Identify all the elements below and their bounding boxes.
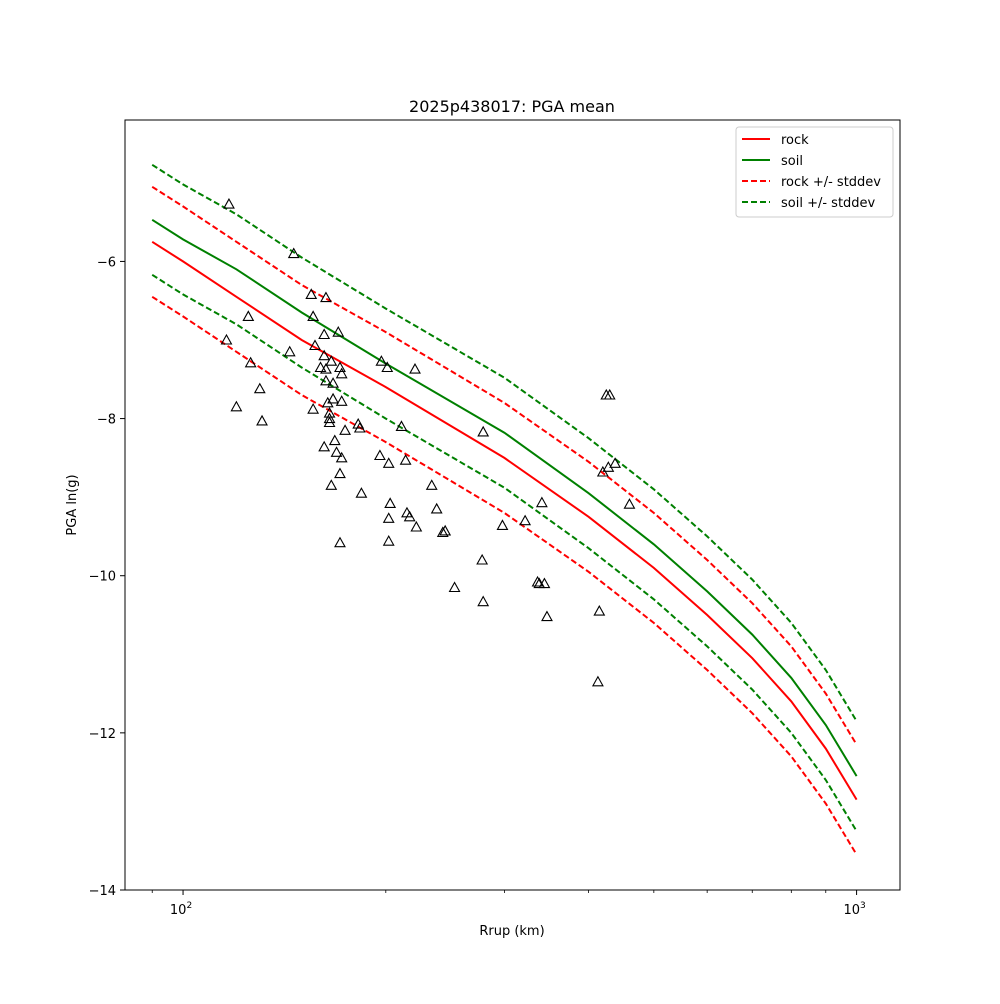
observation-point [253, 382, 266, 394]
observation-point [325, 479, 338, 490]
curve-rock [151, 240, 858, 801]
legend: rock soil rock +/- stddev soil +/- stddev [735, 126, 894, 218]
y-tick-label: −6 [97, 255, 116, 270]
observation-point [477, 595, 490, 607]
observation-point [395, 420, 408, 431]
observation-point [330, 446, 343, 457]
observation-point [353, 421, 366, 433]
observation-point [339, 424, 352, 435]
observation-point [318, 440, 331, 452]
observation-point [384, 497, 397, 508]
y-tick-label: −10 [89, 570, 116, 585]
observation-point [382, 457, 395, 468]
observation-point [538, 577, 551, 589]
legend-label: rock +/- stddev [781, 175, 881, 190]
observation-point [355, 487, 368, 498]
observation-point [541, 610, 553, 622]
observation-point [334, 467, 346, 479]
observation-point [335, 367, 348, 379]
observation-point [307, 310, 320, 321]
observation-point [496, 519, 509, 530]
observation-point [603, 388, 616, 400]
observation-point [609, 457, 622, 468]
observation-point [600, 388, 613, 400]
legend-label: soil +/- stddev [781, 196, 876, 211]
observation-point [436, 526, 449, 538]
observation-point [382, 535, 395, 546]
observation-point [382, 512, 395, 523]
observation-point [399, 454, 412, 465]
axes: −14 −12 −10 −8 −6 102 103 [89, 255, 866, 918]
observation-point [328, 434, 341, 446]
curve-rock-stddev [151, 295, 858, 856]
plot-frame [124, 119, 901, 891]
curve-soil [151, 218, 858, 777]
observation-point [305, 288, 318, 299]
observation-point [335, 451, 348, 463]
observation-point [448, 581, 461, 593]
observation-point [403, 510, 416, 522]
observation-point [323, 416, 336, 428]
curve-rock-stddev [151, 185, 858, 746]
observation-point [325, 355, 338, 366]
observation-point [220, 333, 233, 345]
y-axis-label: PGA ln(g) [65, 474, 80, 535]
y-tick-label: −14 [89, 884, 116, 899]
observation-point [320, 291, 332, 303]
legend-label: soil [781, 154, 803, 169]
observation-point [320, 362, 332, 374]
observation-point [256, 414, 268, 426]
observation-point [593, 604, 606, 616]
legend-box [735, 126, 894, 218]
observation-point [375, 355, 388, 366]
observation-point [242, 310, 255, 321]
y-tick-label: −12 [89, 727, 116, 742]
observation-point [519, 514, 532, 526]
observation-point [318, 328, 331, 340]
observation-point [321, 396, 334, 408]
observation-point [307, 403, 320, 414]
observation-point [223, 197, 235, 209]
plot-area [151, 163, 858, 856]
observation-point [327, 377, 339, 388]
x-axis-label: Rrup (km) [479, 924, 544, 939]
observation-point [476, 553, 489, 565]
observation-point [409, 362, 421, 374]
observation-point [439, 524, 452, 536]
observation-point [320, 374, 332, 386]
x-tick-label: 103 [843, 901, 865, 918]
legend-label: rock [781, 133, 809, 148]
observation-point [318, 349, 331, 361]
observation-point [373, 449, 386, 461]
observation-point [287, 247, 300, 259]
chart-title: 2025p438017: PGA mean [409, 97, 615, 116]
x-tick-label: 102 [170, 901, 192, 918]
observation-point [335, 395, 348, 406]
observation-point [535, 496, 548, 508]
observation-point [283, 345, 296, 357]
observation-point [334, 536, 346, 548]
observation-point [591, 675, 604, 687]
y-tick-label: −8 [97, 413, 116, 428]
observation-point [430, 502, 443, 514]
curve-soil-stddev [151, 273, 858, 832]
observation-point [230, 400, 243, 412]
observation-point [314, 361, 327, 373]
observation-point [410, 520, 423, 532]
observation-point [531, 575, 544, 587]
observation-point [244, 356, 257, 368]
observation-point [477, 425, 490, 437]
observation-point [623, 498, 636, 509]
observation-point [332, 326, 345, 337]
curve-soil-stddev [151, 163, 858, 722]
observation-point [327, 392, 339, 404]
observation-point [309, 339, 321, 351]
observation-point [381, 361, 394, 373]
observation-point [425, 479, 438, 490]
observation-point [323, 412, 336, 424]
